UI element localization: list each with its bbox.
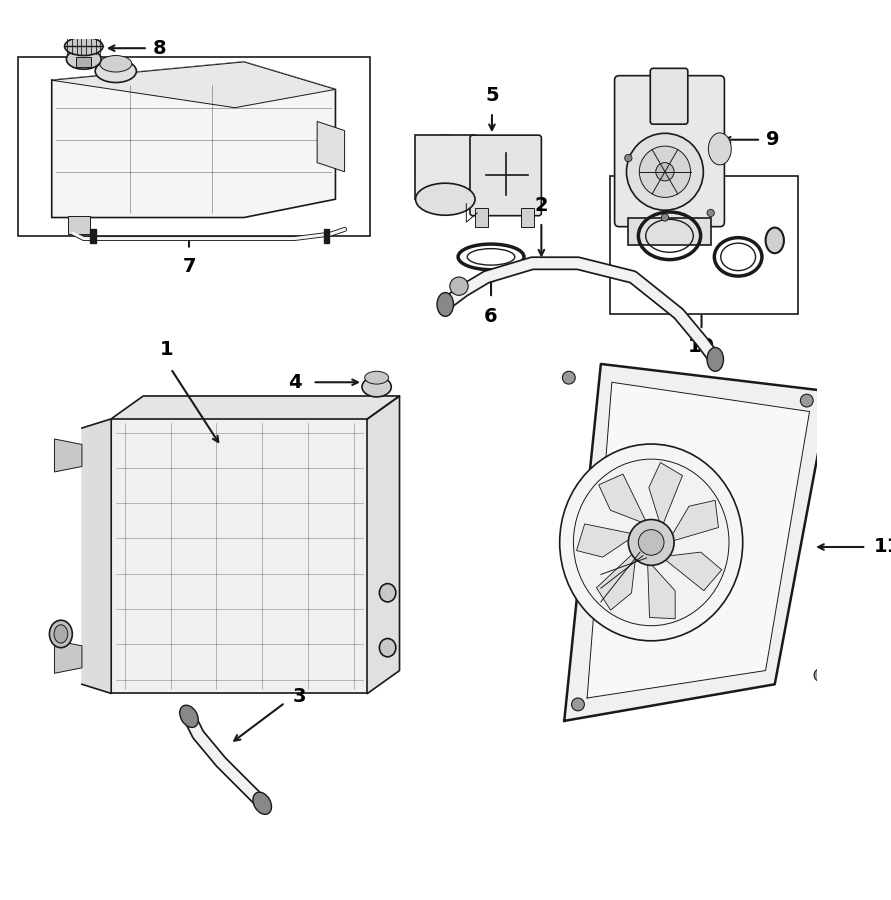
Ellipse shape [95, 59, 136, 83]
Polygon shape [52, 62, 335, 218]
Polygon shape [54, 439, 82, 472]
Bar [77, 58, 91, 67]
Text: 3: 3 [292, 687, 306, 706]
Polygon shape [52, 62, 335, 108]
Bar [610, 176, 797, 313]
Bar [476, 209, 488, 227]
Circle shape [638, 529, 664, 555]
Polygon shape [649, 463, 683, 528]
Ellipse shape [708, 133, 732, 165]
Bar [323, 230, 329, 243]
FancyBboxPatch shape [650, 68, 688, 124]
Polygon shape [564, 364, 830, 721]
Text: 7: 7 [183, 256, 196, 276]
Text: 6: 6 [484, 307, 498, 326]
Polygon shape [317, 122, 345, 172]
Ellipse shape [253, 792, 272, 814]
Circle shape [707, 210, 715, 217]
Ellipse shape [415, 184, 475, 215]
Polygon shape [661, 552, 722, 590]
FancyBboxPatch shape [615, 76, 724, 227]
Polygon shape [111, 396, 399, 418]
Text: 5: 5 [485, 86, 499, 105]
Circle shape [626, 133, 703, 211]
Ellipse shape [574, 459, 729, 626]
Text: 11: 11 [873, 537, 891, 556]
Circle shape [656, 163, 674, 181]
Ellipse shape [415, 135, 475, 199]
Ellipse shape [64, 37, 103, 56]
Polygon shape [648, 561, 675, 618]
Ellipse shape [362, 377, 391, 397]
Circle shape [640, 146, 691, 197]
Circle shape [628, 519, 674, 565]
Ellipse shape [437, 292, 454, 317]
Polygon shape [367, 396, 399, 693]
Text: 9: 9 [765, 130, 779, 149]
Ellipse shape [54, 625, 68, 643]
Circle shape [800, 394, 813, 407]
Circle shape [571, 698, 584, 711]
Polygon shape [587, 382, 810, 698]
Text: 4: 4 [288, 373, 301, 392]
FancyBboxPatch shape [470, 135, 542, 216]
Bar [90, 230, 95, 243]
Circle shape [450, 277, 468, 295]
Ellipse shape [66, 50, 102, 69]
Bar [628, 218, 711, 245]
Ellipse shape [380, 638, 396, 657]
Polygon shape [82, 418, 111, 693]
Text: 10: 10 [688, 338, 715, 356]
Ellipse shape [100, 56, 132, 72]
Circle shape [661, 214, 668, 221]
Text: 2: 2 [535, 196, 548, 215]
Bar [18, 58, 371, 236]
Ellipse shape [364, 372, 388, 384]
Circle shape [814, 669, 827, 681]
Ellipse shape [180, 706, 199, 727]
Circle shape [625, 155, 632, 162]
Ellipse shape [380, 583, 396, 602]
Text: 8: 8 [152, 39, 166, 58]
Bar [69, 216, 90, 234]
Polygon shape [596, 551, 636, 610]
Ellipse shape [49, 620, 72, 648]
Ellipse shape [765, 228, 784, 253]
Text: 1: 1 [159, 340, 173, 359]
Polygon shape [54, 641, 82, 673]
Polygon shape [576, 524, 636, 557]
Bar [415, 135, 475, 199]
Polygon shape [111, 418, 367, 693]
Bar [521, 209, 534, 227]
Ellipse shape [560, 444, 743, 641]
Polygon shape [667, 500, 718, 543]
Ellipse shape [707, 347, 723, 372]
Polygon shape [599, 474, 648, 525]
Circle shape [562, 372, 576, 384]
